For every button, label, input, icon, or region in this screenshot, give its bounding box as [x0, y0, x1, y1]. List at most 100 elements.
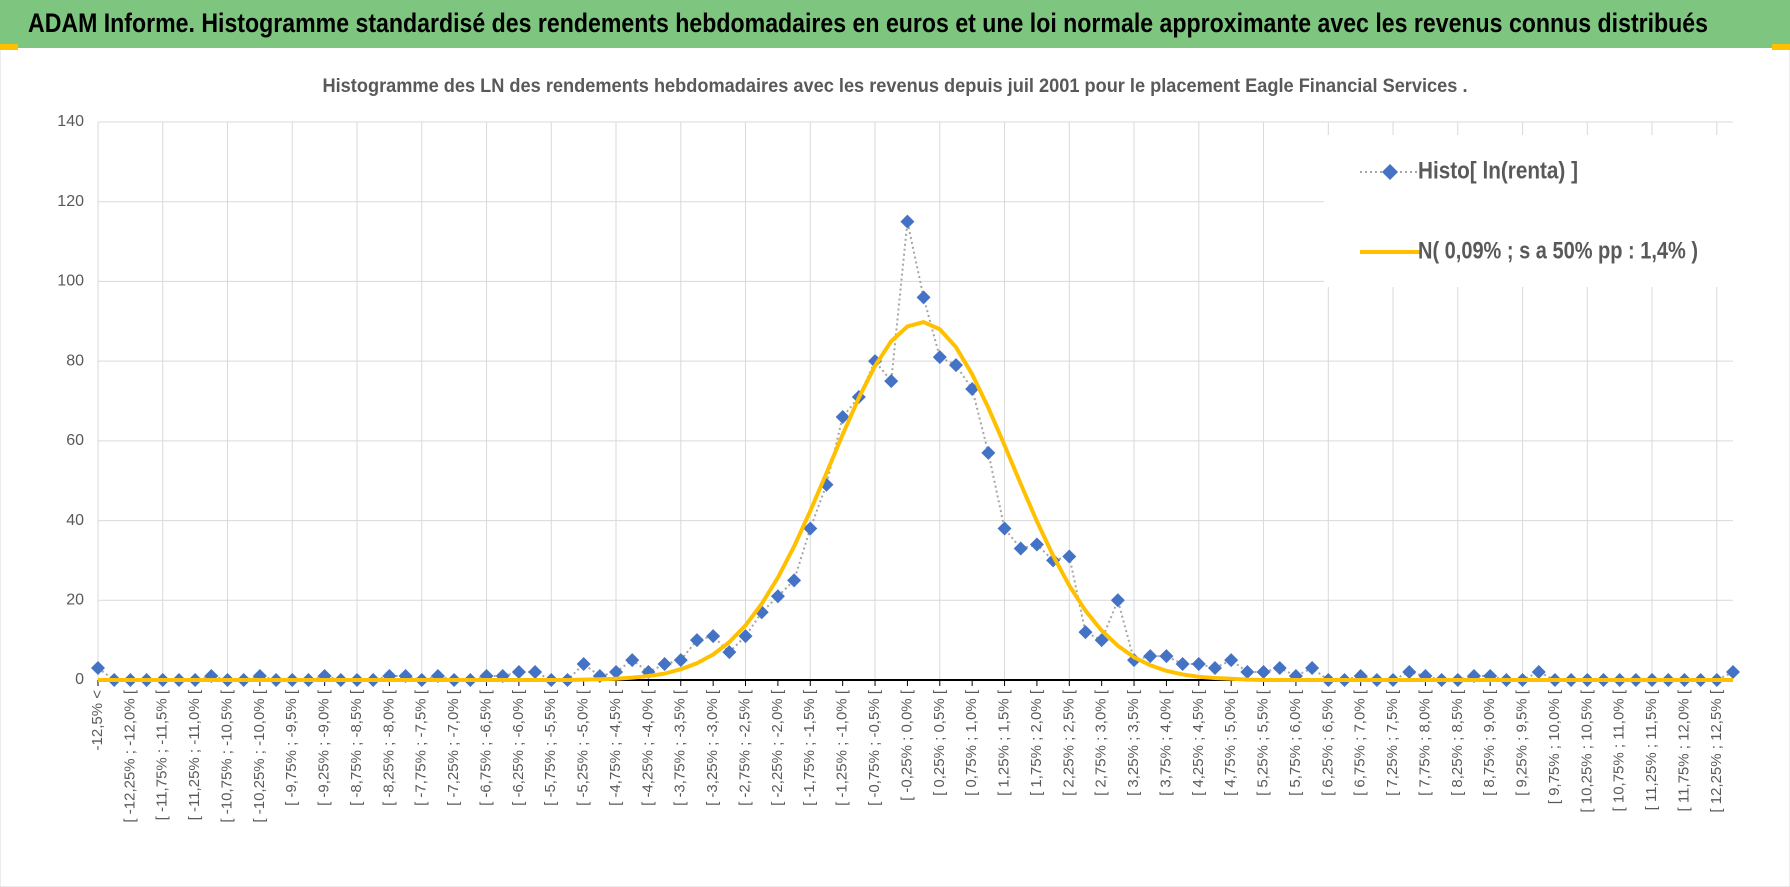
y-tick-label: 20 — [66, 592, 84, 609]
x-tick-label: [ 0,75% ; 1,0% [ — [963, 689, 980, 796]
y-tick-label: 40 — [66, 512, 84, 529]
marker — [1191, 657, 1206, 672]
marker — [576, 657, 591, 672]
x-tick-label: [ -2,25% ; -2,0% [ — [769, 689, 786, 806]
x-tick-label: [ 3,25% ; 3,5% [ — [1125, 689, 1142, 796]
y-tick-label: 120 — [57, 193, 84, 210]
marker — [1240, 665, 1255, 680]
x-tick-label: [ 4,25% ; 4,5% [ — [1190, 689, 1207, 796]
x-tick-label: [ 11,75% ; 12,0% [ — [1675, 689, 1692, 811]
x-tick-label: [ 2,25% ; 2,5% [ — [1060, 689, 1077, 796]
legend-label: N( 0,09% ; s a 50% pp : 1,4% ) — [1418, 237, 1698, 264]
x-tick-label: [ -8,75% ; -8,5% [ — [348, 689, 365, 806]
marker — [916, 290, 931, 305]
x-tick-label: [ 0,25% ; 0,5% [ — [931, 689, 948, 796]
x-tick-label: [ -0,75% ; -0,5% [ — [866, 689, 883, 806]
x-tick-label: [ 11,25% ; 11,5% [ — [1643, 689, 1660, 810]
marker — [609, 665, 624, 680]
x-tick-label: -12,5% < — [89, 690, 106, 751]
marker — [1224, 653, 1239, 668]
normal-curve — [98, 320, 1733, 682]
x-tick-label: [ 5,75% ; 6,0% [ — [1287, 689, 1304, 796]
x-tick-label: [ 7,25% ; 7,5% [ — [1384, 689, 1401, 796]
x-tick-label: [ 2,75% ; 3,0% [ — [1093, 689, 1110, 796]
x-tick-label: [ 10,75% ; 11,0% [ — [1611, 689, 1628, 811]
marker — [1094, 633, 1109, 648]
marker — [1726, 665, 1740, 680]
x-tick-label: [ 6,25% ; 6,5% [ — [1319, 689, 1336, 796]
y-tick-label: 60 — [66, 432, 84, 449]
corner — [1772, 44, 1790, 50]
x-tick-label: [ -6,75% ; -6,5% [ — [477, 689, 494, 806]
marker — [1110, 593, 1125, 608]
marker — [1159, 649, 1174, 664]
x-tick-label: [ -0,25% ; 0,0% [ — [898, 689, 915, 801]
x-tick-label: [ 12,25% ; 12,5% [ — [1708, 689, 1725, 812]
marker — [91, 661, 105, 676]
marker — [1143, 649, 1158, 664]
marker — [1013, 541, 1028, 556]
x-tick-label: [ 8,25% ; 8,5% [ — [1449, 689, 1466, 796]
marker — [932, 350, 947, 365]
x-tick-label: [ -5,75% ; -5,5% [ — [542, 689, 559, 806]
x-tick-label: [ -11,25% ; -11,0% [ — [186, 689, 203, 820]
marker — [673, 653, 688, 668]
x-tick-label: [ -9,75% ; -9,5% [ — [283, 689, 300, 806]
x-tick-label: [ -4,75% ; -4,5% [ — [607, 689, 624, 806]
marker — [1272, 661, 1287, 676]
legend-marker — [1382, 164, 1398, 180]
marker — [528, 665, 543, 680]
x-tick-label: [ -6,25% ; -6,0% [ — [510, 689, 527, 806]
marker — [1062, 549, 1077, 564]
title-bar — [0, 0, 1790, 48]
marker — [997, 521, 1012, 536]
marker — [770, 589, 785, 604]
x-tick-label: [ -10,25% ; -10,0% [ — [251, 689, 268, 822]
x-tick-label: [ -4,25% ; -4,0% [ — [639, 689, 656, 806]
marker — [1256, 665, 1271, 680]
x-tick-label: [ 1,25% ; 1,5% [ — [996, 689, 1013, 796]
x-tick-label: [ 6,75% ; 7,0% [ — [1352, 689, 1369, 796]
marker — [1531, 665, 1546, 680]
marker — [884, 374, 899, 389]
marker — [981, 445, 996, 460]
marker — [722, 645, 737, 660]
marker — [948, 358, 963, 373]
y-tick-label: 80 — [66, 352, 84, 369]
x-tick-label: [ -12,25% ; -12,0% [ — [121, 689, 138, 822]
page-title: ADAM Informe. Histogramme standardisé de… — [28, 8, 1708, 38]
x-tick-label: [ 9,25% ; 9,5% [ — [1514, 689, 1531, 796]
marker — [511, 665, 526, 680]
x-tick-label: [ -11,75% ; -11,5% [ — [154, 689, 171, 820]
x-tick-label: [ -9,25% ; -9,0% [ — [316, 689, 333, 806]
x-tick-label: [ -3,75% ; -3,5% [ — [672, 689, 689, 806]
x-tick-label: [ 3,75% ; 4,0% [ — [1157, 689, 1174, 796]
x-tick-label: [ 7,75% ; 8,0% [ — [1416, 689, 1433, 796]
marker — [1402, 665, 1417, 680]
x-tick-label: [ -8,25% ; -8,0% [ — [380, 689, 397, 806]
legend-label: Histo[ ln(renta) ] — [1418, 157, 1578, 184]
x-tick-label: [ -7,25% ; -7,0% [ — [445, 689, 462, 806]
corner — [0, 44, 18, 50]
marker — [835, 409, 850, 424]
x-tick-label: [ -7,75% ; -7,5% [ — [413, 689, 430, 806]
marker — [1175, 657, 1190, 672]
marker — [1207, 661, 1222, 676]
y-tick-label: 140 — [57, 113, 84, 130]
marker — [1305, 661, 1320, 676]
marker — [625, 653, 640, 668]
marker — [1078, 625, 1093, 640]
x-tick-label: [ 4,75% ; 5,0% [ — [1222, 689, 1239, 796]
marker — [900, 214, 915, 229]
chart-title: Histogramme des LN des rendements hebdom… — [323, 76, 1468, 97]
x-tick-label: [ -1,75% ; -1,5% [ — [801, 689, 818, 806]
x-tick-label: [ 5,25% ; 5,5% [ — [1255, 689, 1272, 796]
x-tick-label: [ 8,75% ; 9,0% [ — [1481, 689, 1498, 796]
x-tick-label: [ -10,75% ; -10,5% [ — [218, 689, 235, 822]
marker — [1029, 537, 1044, 552]
y-tick-label: 0 — [75, 671, 84, 688]
x-tick-label: [ 9,75% ; 10,0% [ — [1546, 689, 1563, 804]
marker — [706, 629, 721, 644]
legend-box — [1324, 135, 1780, 287]
